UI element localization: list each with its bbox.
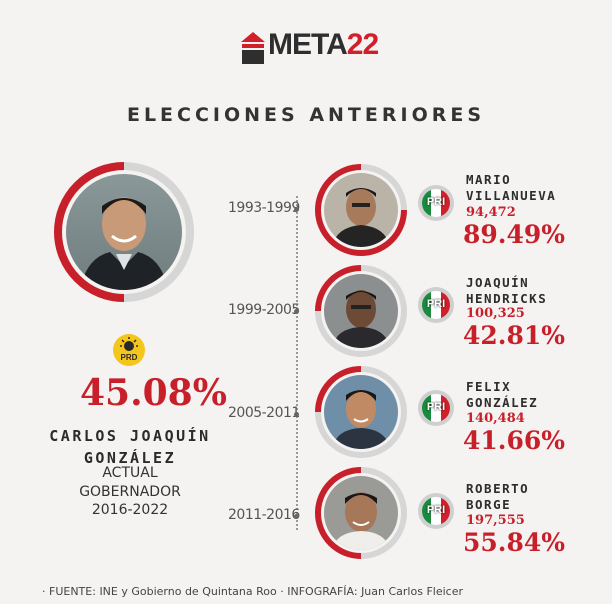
prd-label: PRD [120, 353, 138, 362]
percent: 89.49% [463, 220, 566, 249]
footer-credits: · FUENTE: INE y Gobierno de Quintana Roo… [42, 585, 463, 598]
name-line2: VILLANUEVA [466, 188, 557, 203]
roberto-borge-photo [324, 476, 398, 550]
votes: 94,472 [466, 205, 516, 220]
portrait-ring [314, 164, 407, 256]
timeline-dot [294, 207, 299, 212]
main-role-line1: ACTUAL [102, 465, 158, 481]
main-role: ACTUAL GOBERNADOR [20, 464, 240, 502]
pri-label: PRI [426, 401, 446, 413]
logo-text: META22 [268, 28, 379, 61]
timeline-dot [294, 514, 299, 519]
ballot-box-icon [241, 32, 265, 64]
section-title: ELECCIONES ANTERIORES [126, 104, 486, 126]
pri-label: PRI [426, 504, 446, 516]
period-label: 1993-1999 [228, 200, 300, 216]
candidate-name: FELIX GONZÁLEZ [466, 379, 538, 411]
felix-gonzalez-photo [324, 375, 398, 449]
main-percent: 45.08% [80, 372, 227, 414]
pri-label: PRI [426, 196, 446, 208]
carlos-joaquin-photo [66, 174, 182, 290]
timeline-line [296, 196, 298, 530]
name-line2: BORGE [466, 497, 512, 512]
pri-logo: PRI [418, 287, 454, 323]
name-line2: HENDRICKS [466, 291, 548, 306]
percent: 42.81% [463, 321, 566, 350]
main-candidate-name: CARLOS JOAQUÍN GONZÁLEZ [20, 425, 240, 469]
name-line1: JOAQUÍN [466, 275, 530, 290]
timeline-dot [294, 309, 299, 314]
percent: 55.84% [463, 528, 566, 557]
prd-logo: PRD [113, 334, 145, 366]
pri-logo: PRI [418, 390, 454, 426]
candidate-name: JOAQUÍN HENDRICKS [466, 275, 547, 307]
period-label: 1999-2005 [228, 302, 300, 318]
percent: 41.66% [463, 426, 566, 455]
period-label: 2005-2011 [228, 405, 300, 421]
candidate-name: ROBERTO BORGE [466, 481, 529, 513]
sun-icon [120, 337, 138, 351]
votes: 197,555 [466, 513, 525, 528]
main-portrait-ring [53, 162, 194, 302]
main-name-line1: CARLOS JOAQUÍN [49, 427, 211, 445]
portrait-ring [315, 265, 407, 357]
credit-label: INFOGRAFÍA: [287, 585, 358, 598]
candidate-name: MARIO VILLANUEVA [466, 172, 556, 204]
timeline-dot [294, 412, 299, 417]
pri-logo: PRI [418, 493, 454, 529]
pri-label: PRI [426, 298, 446, 310]
portrait-ring [314, 467, 407, 559]
main-role-line2: GOBERNADOR [79, 484, 181, 500]
pri-logo: PRI [418, 185, 454, 221]
name-line1: FELIX [466, 379, 512, 394]
period-label: 2011-2016 [228, 507, 300, 523]
votes: 140,484 [466, 411, 525, 426]
name-line1: MARIO [466, 172, 512, 187]
credit-text: Juan Carlos Fleicer [361, 585, 463, 598]
joaquin-hendricks-photo [324, 274, 398, 348]
source-label: FUENTE: [49, 585, 96, 598]
portrait-ring [315, 366, 407, 458]
name-line1: ROBERTO [466, 481, 530, 496]
name-line2: GONZÁLEZ [466, 395, 539, 410]
main-name-line2: GONZÁLEZ [83, 449, 177, 467]
votes: 100,325 [466, 306, 525, 321]
source-text: INE y Gobierno de Quintana Roo [99, 585, 277, 598]
mario-villanueva-photo [324, 173, 398, 247]
main-term: 2016-2022 [91, 502, 169, 518]
meta22-logo: META22 [238, 26, 379, 66]
